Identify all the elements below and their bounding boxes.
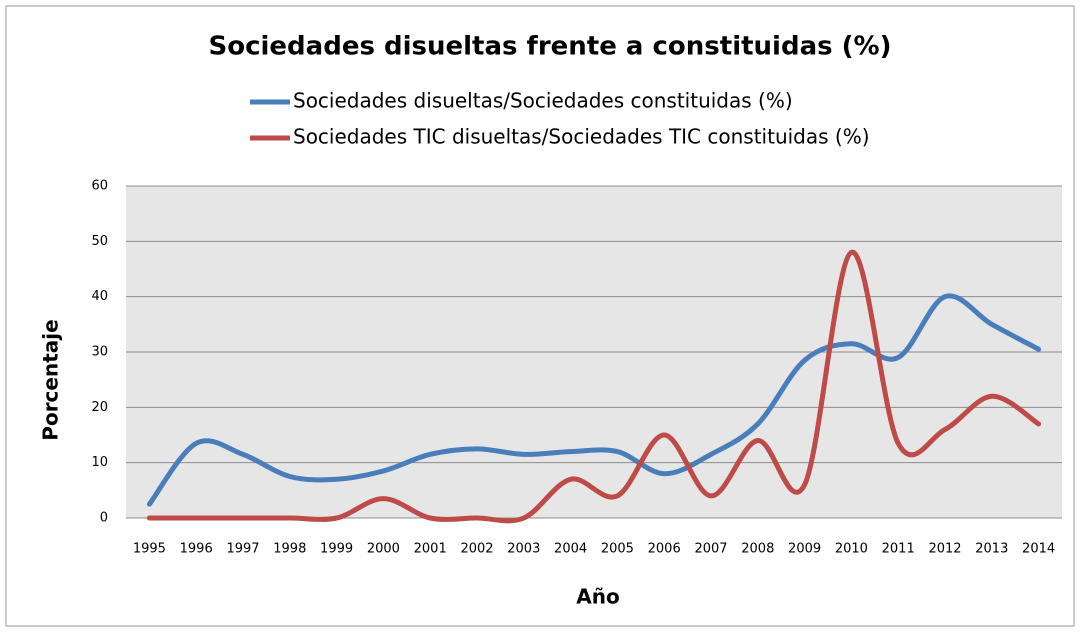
x-tick-label: 2002	[460, 542, 493, 557]
x-tick-label: 1996	[180, 542, 213, 557]
x-tick-label: 2010	[835, 542, 868, 557]
x-tick-label: 2004	[554, 542, 587, 557]
x-tick-label: 2013	[975, 542, 1008, 557]
x-tick-label: 2011	[882, 542, 915, 557]
x-tick-label: 2000	[367, 542, 400, 557]
y-tick-label: 20	[91, 400, 108, 415]
x-tick-label: 2012	[928, 542, 961, 557]
series-line	[146, 293, 1042, 507]
legend-label: Sociedades TIC disueltas/Sociedades TIC …	[293, 125, 870, 149]
series-line	[146, 249, 1042, 524]
y-tick-label: 10	[91, 455, 108, 470]
y-tick-label: 0	[100, 511, 108, 526]
x-tick-label: 2009	[788, 542, 821, 557]
x-tick-label: 2001	[414, 542, 447, 557]
x-tick-label: 2003	[507, 542, 540, 557]
y-tick-label: 40	[91, 289, 108, 304]
x-tick-label: 1999	[320, 542, 353, 557]
x-tick-label: 2005	[601, 542, 634, 557]
y-axis-label: Porcentaje	[39, 319, 63, 440]
y-tick-label: 50	[91, 234, 108, 249]
chart-title: Sociedades disueltas frente a constituid…	[209, 32, 892, 62]
x-tick-label: 2006	[648, 542, 681, 557]
x-tick-label: 1997	[226, 542, 259, 557]
x-tick-label: 2008	[741, 542, 774, 557]
x-tick-label: 2014	[1022, 542, 1055, 557]
y-tick-label: 30	[91, 345, 108, 360]
y-tick-label: 60	[91, 179, 108, 194]
x-tick-label: 1995	[133, 542, 166, 557]
legend-label: Sociedades disueltas/Sociedades constitu…	[293, 89, 793, 113]
x-tick-label: 1998	[273, 542, 306, 557]
x-axis-label: Año	[576, 585, 619, 609]
x-tick-label: 2007	[694, 542, 727, 557]
